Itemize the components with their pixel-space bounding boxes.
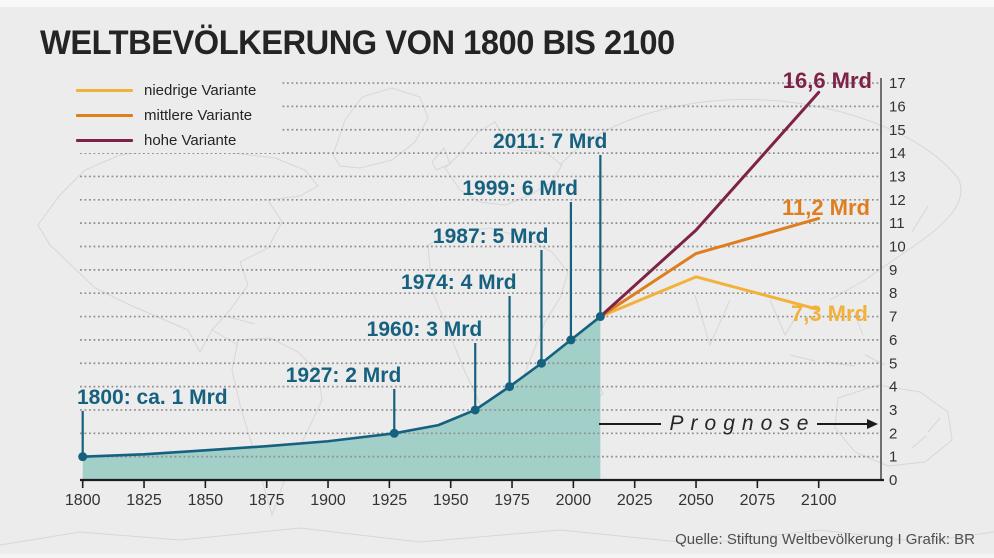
milestone-label: 1927: 2 Mrd bbox=[285, 364, 402, 387]
legend-label: niedrige Variante bbox=[144, 82, 257, 99]
prognose-indicator: Prognose bbox=[599, 410, 878, 438]
x-axis-tick-label: 2025 bbox=[617, 492, 653, 509]
milestone-dot bbox=[536, 358, 546, 368]
map-outline bbox=[911, 417, 941, 449]
milestone-dot bbox=[389, 428, 399, 438]
milestone-label: 1999: 6 Mrd bbox=[462, 177, 578, 200]
map-outline bbox=[0, 527, 994, 546]
y-axis-tick-label: 5 bbox=[889, 355, 897, 372]
top-border-strip bbox=[0, 0, 994, 7]
milestone-dot bbox=[505, 382, 515, 392]
x-axis-tick-label: 2075 bbox=[740, 492, 776, 509]
map-outline bbox=[211, 329, 239, 346]
milestone-label: 2011: 7 Mrd bbox=[492, 130, 608, 153]
milestone-label: 1800: ca. 1 Mrd bbox=[77, 386, 228, 409]
legend-item: niedrige Variante bbox=[76, 79, 280, 102]
map-outline bbox=[769, 299, 801, 337]
y-axis-tick-label: 16 bbox=[889, 98, 906, 115]
milestone-dot bbox=[566, 335, 576, 345]
x-axis-tick-label: 1800 bbox=[65, 492, 101, 509]
y-axis-tick-label: 1 bbox=[889, 449, 897, 466]
map-outline bbox=[911, 205, 929, 233]
milestone-label: 1974: 4 Mrd bbox=[401, 271, 517, 294]
legend-line-swatch bbox=[76, 89, 133, 92]
milestone-dot bbox=[470, 405, 480, 415]
x-axis-tick-label: 1975 bbox=[494, 492, 530, 509]
map-outline bbox=[332, 87, 429, 169]
y-axis-tick-label: 2 bbox=[889, 425, 897, 442]
forecast-value-label: 7,3 Mrd bbox=[790, 301, 868, 326]
y-axis-tick-label: 14 bbox=[889, 145, 906, 162]
x-axis-tick-label: 1875 bbox=[249, 492, 285, 509]
y-axis-tick-label: 6 bbox=[889, 332, 897, 349]
legend-line-swatch bbox=[76, 139, 133, 142]
legend-label: hohe Variante bbox=[144, 132, 237, 149]
map-outline bbox=[559, 99, 962, 301]
milestone-dot bbox=[595, 312, 605, 322]
map-outline bbox=[427, 227, 569, 433]
historical-area-fill bbox=[82, 316, 601, 480]
x-axis-tick-label: 2100 bbox=[801, 492, 837, 509]
x-axis-tick-label: 1900 bbox=[310, 492, 346, 509]
legend-item: mittlere Variante bbox=[76, 104, 280, 127]
series-line-high bbox=[598, 90, 821, 319]
milestone-label: 1987: 5 Mrd bbox=[432, 225, 549, 248]
y-axis-tick-label: 11 bbox=[889, 215, 905, 232]
series-line-historical bbox=[81, 315, 602, 458]
milestone-dot bbox=[78, 452, 88, 462]
map-outline bbox=[854, 314, 864, 336]
map-outline bbox=[694, 294, 731, 347]
x-axis-tick-label: 1850 bbox=[188, 492, 224, 509]
y-axis-tick-label: 7 bbox=[889, 309, 897, 326]
chart-title: WELTBEVÖLKERUNG VON 1800 BIS 2100 bbox=[40, 24, 675, 62]
prognose-arrow-icon bbox=[867, 419, 878, 429]
legend-item: hohe Variante bbox=[76, 129, 280, 152]
chart-legend: niedrige Variante mittlere Variante hohe V… bbox=[76, 78, 280, 153]
y-axis-tick-label: 17 bbox=[889, 75, 906, 92]
y-axis-tick-label: 15 bbox=[889, 122, 906, 139]
milestone-label: 1960: 3 Mrd bbox=[366, 318, 483, 341]
legend-label: mittlere Variante bbox=[144, 107, 253, 124]
bottom-border-strip bbox=[0, 554, 994, 558]
series-line-low bbox=[598, 275, 821, 319]
x-axis-tick-label: 1925 bbox=[372, 492, 408, 509]
y-axis-tick-label: 4 bbox=[889, 379, 897, 396]
x-axis-tick-label: 2000 bbox=[556, 492, 592, 509]
x-axis-tick-label: 1950 bbox=[433, 492, 469, 509]
y-axis-tick-label: 0 bbox=[889, 472, 897, 489]
source-credit: Quelle: Stiftung Weltbevölkerung I Grafi… bbox=[675, 531, 975, 548]
prognose-label: Prognose bbox=[669, 412, 816, 435]
x-axis-tick-label: 2050 bbox=[678, 492, 714, 509]
y-axis-tick-label: 8 bbox=[889, 285, 897, 302]
legend-line-swatch bbox=[76, 114, 133, 117]
prognose-leader-line bbox=[599, 423, 661, 425]
gridlines bbox=[80, 82, 881, 458]
y-axis-tick-label: 12 bbox=[889, 192, 906, 209]
prognose-arrow-line bbox=[817, 423, 867, 425]
map-outline bbox=[834, 384, 953, 467]
forecast-value-label: 16,6 Mrd bbox=[782, 68, 872, 93]
y-axis-tick-label: 9 bbox=[889, 262, 897, 279]
series-line-medium bbox=[598, 216, 821, 319]
y-axis-tick-label: 13 bbox=[889, 168, 906, 185]
y-axis-tick-label: 3 bbox=[889, 402, 897, 419]
x-axis-tick-label: 1825 bbox=[126, 492, 162, 509]
forecast-value-label: 11,2 Mrd bbox=[781, 195, 870, 220]
y-axis-tick-label: 10 bbox=[889, 239, 906, 256]
